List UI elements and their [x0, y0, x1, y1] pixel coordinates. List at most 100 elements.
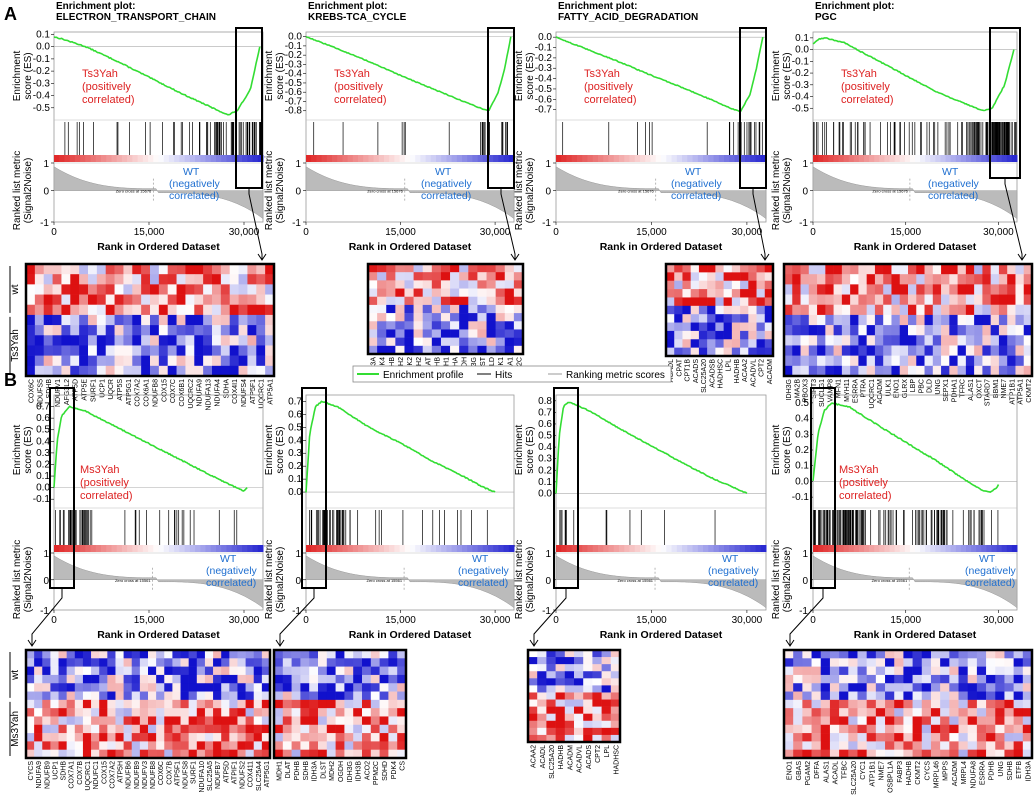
heatmap-cell [176, 284, 186, 295]
heatmap-cell [291, 749, 301, 759]
heatmap-cell [894, 733, 904, 742]
heatmap-gene-label: DLAT [285, 760, 292, 778]
heatmap-cell [924, 314, 934, 326]
heatmap-cell [740, 330, 749, 340]
heatmap-cell [300, 674, 310, 684]
heatmap-cell [537, 678, 547, 686]
heatmap-cell [212, 294, 222, 306]
heatmap-cell [274, 683, 284, 692]
heatmap-cell [857, 741, 867, 750]
heatmap-cell [172, 716, 181, 726]
heatmap-cell [793, 749, 803, 759]
rank-color-bar [306, 545, 312, 552]
heatmap-cell [932, 325, 942, 336]
es-profile-line [53, 36, 261, 116]
heatmap-cell [513, 345, 524, 355]
heatmap-cell [477, 264, 487, 273]
positive-correlation-label: (positively [584, 81, 633, 93]
heatmap-cell [986, 708, 996, 717]
heatmap-cell [839, 650, 849, 659]
heatmap-cell [50, 749, 59, 759]
heatmap-cell [875, 699, 886, 709]
y-axis-label-rank: Ranked list metric [264, 151, 275, 230]
heatmap-cell [180, 724, 189, 734]
heatmap-cell [344, 749, 354, 759]
rank-color-bar [724, 155, 730, 162]
heatmap-cell [957, 345, 967, 356]
heatmap-cell [850, 294, 859, 306]
heatmap-cell [546, 671, 556, 679]
heatmap-cell [921, 666, 932, 676]
heatmap-cell [422, 272, 433, 281]
heatmap-cell [690, 347, 700, 357]
heatmap-cell [131, 683, 141, 692]
rank-color-bar [111, 545, 118, 552]
heatmap-cell [1023, 304, 1033, 316]
heatmap-cell [34, 355, 45, 367]
heatmap-cell [949, 741, 959, 750]
heatmap-cell [949, 699, 959, 709]
rank-y-tick-label: -1 [292, 606, 301, 617]
heatmap-cell [784, 733, 794, 742]
rank-color-bar [666, 155, 672, 162]
heatmap-cell [924, 355, 934, 367]
rank-y-tick-label: 0 [295, 187, 301, 198]
heatmap-cell [756, 330, 766, 340]
heatmap-cell [1007, 355, 1016, 367]
rank-y-tick-label: -1 [292, 218, 301, 229]
heatmap-cell [229, 666, 238, 676]
heatmap-cell [180, 650, 189, 659]
heatmap-cell [238, 355, 248, 367]
heatmap-cell [139, 658, 149, 667]
rank-color-bar [760, 155, 767, 162]
heatmap-cell [213, 716, 222, 726]
chart-title-line2: KREBS-TCA_CYCLE [308, 12, 407, 23]
heatmap-gene-label: SDHA [223, 379, 230, 399]
heatmap-cell [976, 658, 987, 667]
negative-correlation-label: correlated) [671, 190, 721, 202]
heatmap-cell [50, 650, 59, 659]
heatmap-cell [52, 355, 62, 367]
rank-color-bar [687, 545, 693, 552]
heatmap-gene-label: IDH3G [786, 379, 793, 400]
heatmap-cell [583, 720, 593, 729]
y-tick-label: -0.2 [792, 68, 810, 79]
heatmap-cell [850, 365, 859, 377]
heatmap-cell [957, 355, 967, 367]
y-axis-label-rank: (Signal2Noise) [23, 547, 34, 613]
rank-color-bar [960, 155, 967, 162]
heatmap-cell [61, 325, 71, 336]
heatmap-cell [123, 674, 133, 684]
heatmap-cell [848, 691, 858, 701]
heatmap-cell [353, 716, 363, 726]
heatmap-cell [784, 365, 793, 377]
heatmap-cell [34, 345, 45, 356]
rank-color-bar [189, 545, 196, 552]
rank-color-bar [148, 545, 154, 552]
heatmap-cell [43, 294, 53, 306]
heatmap-cell [941, 314, 950, 326]
heatmap-cell [185, 274, 195, 285]
heatmap-cell [105, 314, 115, 326]
heatmap-cell [894, 699, 904, 709]
heatmap-cell [220, 325, 231, 336]
heatmap-cell [899, 355, 909, 367]
heatmap-row-label-mutant: Ms3Yah [10, 711, 21, 747]
heatmap-cell [148, 674, 157, 684]
rank-color-bar [874, 155, 880, 162]
heatmap-cell [723, 272, 733, 282]
heatmap-cell [866, 355, 876, 367]
heatmap-cell [326, 708, 336, 717]
y-axis-label-rank: Ranked list metric [264, 540, 275, 619]
heatmap-cell [1007, 274, 1016, 285]
y-axis-label-es: Enrichment [514, 50, 525, 101]
heatmap-cell [96, 335, 107, 346]
rank-color-bar [257, 545, 264, 552]
heatmap-cell [682, 272, 691, 282]
heatmap-cell [998, 264, 1008, 275]
heatmap-cell [958, 674, 969, 684]
heatmap-cell [957, 304, 967, 316]
heatmap-cell [1015, 345, 1025, 356]
heatmap-cell [229, 733, 238, 742]
heatmap-cell [34, 304, 45, 316]
